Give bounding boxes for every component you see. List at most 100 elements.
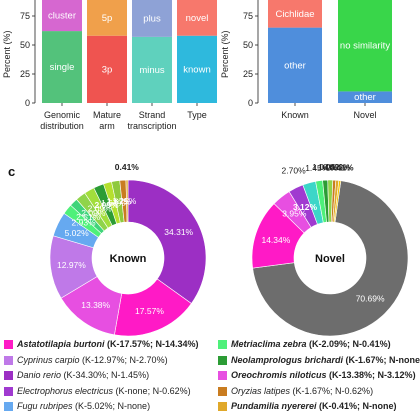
y-tick-label: 75 [243,11,253,21]
legend-species: Metriaclima zebra [231,339,307,349]
y-tick-label: 25 [243,69,253,79]
legend-label: Oryzias latipes (K-1.67%; N-0.62%) [231,385,373,398]
bar-segment-plus [132,0,172,37]
bar-segment-label: cluster [48,11,76,22]
bar-segment-label: single [50,62,75,73]
donut-slice-label: 2.93% [72,217,97,227]
legend-label: Pundamilia nyererei (K-0.41%; N-none) [231,400,397,413]
legend-label: Cyprinus carpio (K-12.97%; N-2.70%) [17,354,168,367]
panel-label-c: c [8,164,15,179]
bar-segment-novel [177,0,217,36]
legend-label: Neolamprologus brichardi (K-1.67%; N-non… [231,354,420,367]
bar-segment-label: no similarity [340,41,390,52]
donut-slice-label: 70.69% [356,293,385,303]
donut-hole [294,222,366,294]
bar-segment-label: Cichlidae [275,9,314,20]
legend-detail: (K-5.02%; N-none) [72,401,151,411]
stacked-bar-chart-annotation: 0 25 50 75 Percent (%) other Cichlidae Known oth… [220,0,392,120]
bar-segment-other [268,27,322,104]
legend-detail: (K-0.41%; N-none) [316,401,397,411]
donut-slice-label: 3.12% [293,202,318,212]
legend-label: Danio rerio (K-34.30%; N-1.45%) [17,369,149,382]
legend-species: Danio rerio [17,370,62,380]
y-tick-label: 0 [25,98,30,108]
legend-species: Neolamprologus brichardi [231,354,344,365]
x-tick-label: Type [187,110,207,120]
legend-detail: (K-none; N-0.62%) [113,385,191,396]
y-axis-label: Percent (%) [2,31,12,79]
legend-detail: (K-12.97%; N-2.70%) [79,354,168,365]
donut-slice-label: 1.67% [107,197,132,207]
legend-swatch [218,340,227,349]
donut-slice-label: 2.09% [81,208,106,218]
donut-slice-label: 34.31% [164,227,193,237]
legend-detail: (K-13.38%; N-3.12%) [326,370,416,380]
legend-species: Cyprinus carpio [17,354,80,365]
bar-segment-label: plus [143,13,161,24]
bar-segment-label: 3p [102,64,113,75]
y-tick-label: 75 [20,11,30,21]
donut-chart-novel: 70.69% 14.34% 3.95%3.12% 2.70% 1.45%1.04%1.0… [251,162,409,337]
bar-segment-label: 5p [102,13,113,24]
bar-segment-label: novel [186,13,209,24]
donut-slice-label: 1.25% [112,196,137,206]
donut-chart-known: 34.31%17.57%13.38%12.97%5.02%2.93%2.51%2… [49,162,207,337]
x-tick-label: Genomic [44,110,81,120]
y-tick-label: 0 [248,98,253,108]
legend-detail: (K-2.09%; N-0.41%) [306,339,391,349]
x-tick-label: transcription [127,121,176,131]
stacked-bar-chart-features: 0 25 50 75 Percent (%) single cluster Genomicdi… [2,0,217,131]
bar-segment-3p [87,35,127,103]
donut-center-title: Known [110,253,147,265]
x-tick-label: Novel [353,110,376,120]
donut-slice-label: 5.02% [65,228,90,238]
legend-swatch [4,386,13,396]
y-axis-label: Percent (%) [220,31,230,79]
y-tick-label: 50 [243,40,253,50]
donut-slice-label: 0.41% [329,163,354,173]
donut-slice-label: 1.04% [318,162,343,172]
legend-swatch [4,371,13,380]
donut-hole [92,222,164,294]
bar-segment-cichlidae [268,0,322,28]
donut-slice-label: 1.04% [312,162,337,172]
legend-detail: (K-1.67%; N-0.62%) [290,385,374,396]
legend-label: Metriaclima zebra (K-2.09%; N-0.41%) [231,338,391,351]
legend-label: Electrophorus electricus (K-none; N-0.62… [17,385,191,398]
legend-species: Astatotilapia burtoni [17,339,105,349]
x-tick-label: arm [99,121,115,131]
legend-swatch [4,355,13,365]
x-tick-label: distribution [40,121,84,131]
legend-species: Pundamilia nyererei [231,401,317,411]
donut-slice-label: 0.62% [327,162,352,172]
legend-label: Oreochromis niloticus (K-13.38%; N-3.12%… [231,369,416,382]
y-tick-label: 25 [20,69,30,79]
donut-slice-label: 1.67% [101,198,126,208]
donut-slice-label: 14.34% [261,235,290,245]
legend-detail: (K-34.30%; N-1.45%) [61,370,150,380]
donut-slice-label: 0.41% [115,162,140,172]
legend-swatch [4,340,13,349]
legend-swatch [218,386,227,396]
donut-slice-label: 2.09% [94,200,119,210]
donut-slice-label: 0.62% [323,162,348,172]
bar-segment-label: known [183,64,210,75]
species-legend: Astatotilapia burtoni (K-17.57%; N-14.34… [0,338,420,420]
donut-slice-label: 2.51% [76,212,101,222]
legend-label: Fugu rubripes (K-5.02%; N-none) [17,400,150,413]
x-tick-label: Mature [93,110,121,120]
x-tick-label: Strand [139,110,166,120]
bar-segment-label: other [354,92,376,103]
legend-swatch [218,402,227,411]
donut-slice-label: 3.95% [282,209,307,219]
bar-segment-single [42,31,82,103]
x-tick-label: Known [281,110,309,120]
legend-swatch [218,371,227,380]
legend-species: Fugu rubripes [17,401,73,411]
bar-segment-no-similarity [338,0,392,92]
donut-slice-label: 17.57% [135,306,164,316]
legend-label: Astatotilapia burtoni (K-17.57%; N-14.34… [17,338,199,351]
bar-segment-label: other [284,60,306,71]
donut-slice-label: 13.38% [81,300,110,310]
